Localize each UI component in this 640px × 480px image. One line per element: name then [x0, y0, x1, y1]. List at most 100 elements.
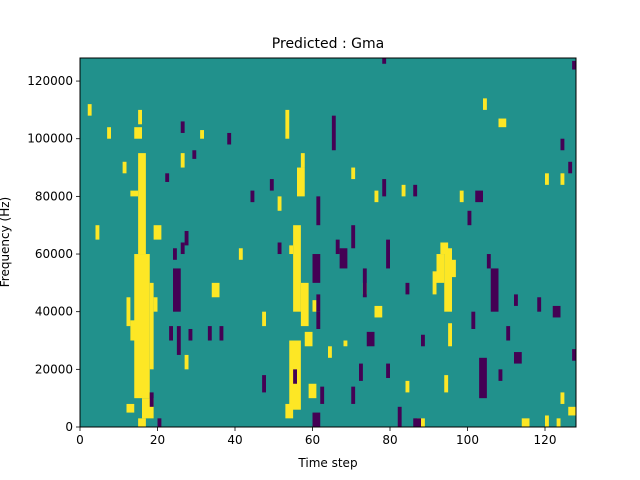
heatmap-cell-high — [142, 398, 154, 419]
heatmap-cell-low — [207, 326, 212, 341]
heatmap-cell-low — [219, 326, 224, 341]
heatmap-cell-low — [157, 418, 162, 427]
heatmap-cell-low — [169, 326, 173, 341]
heatmap-cell-high — [521, 418, 530, 427]
heatmap-cell-low — [475, 190, 483, 203]
heatmap-cell-low — [277, 242, 282, 255]
heatmap-cell-high — [308, 383, 317, 399]
heatmap-cell-low — [405, 282, 410, 295]
heatmap-cell-high — [285, 109, 290, 139]
heatmap-cell-high — [498, 118, 507, 128]
y-tick-label: 80000 — [35, 189, 73, 203]
heatmap-cell-high — [153, 297, 158, 312]
heatmap-cell-low — [537, 297, 542, 312]
heatmap-cell-high — [122, 161, 127, 174]
heatmap-cell-low — [173, 248, 177, 260]
heatmap-cell-low — [184, 230, 189, 246]
heatmap-cell-high — [134, 127, 142, 139]
heatmap-cell-high — [351, 167, 356, 180]
heatmap-cell-high — [126, 297, 131, 327]
heatmap-cell-high — [138, 153, 146, 255]
heatmap-cell-high — [238, 248, 243, 260]
heatmap-cell-high — [405, 380, 410, 393]
x-axis: 0 20 40 60 80 100 120 — [76, 427, 556, 447]
heatmap-cell-high — [200, 130, 204, 139]
heatmap-cell-low — [180, 242, 185, 255]
heatmap-cell-low — [331, 115, 336, 151]
heatmap-cell-low — [413, 418, 421, 427]
heatmap-cell-high — [300, 153, 305, 168]
heatmap-cell-high — [440, 242, 449, 255]
heatmap-cell-low — [506, 326, 511, 341]
x-tick-label: 120 — [534, 433, 557, 447]
heatmap-cell-high — [107, 127, 111, 139]
heatmap-cell-low — [359, 363, 363, 381]
y-tick-label: 20000 — [35, 362, 73, 376]
heatmap-cell-low — [269, 179, 274, 191]
heatmap-cell-high — [304, 331, 313, 347]
heatmap-cell-high — [149, 282, 154, 370]
heatmap-cell-high — [138, 418, 146, 427]
heatmap-cell-high — [545, 173, 549, 185]
x-axis-label: Time step — [297, 456, 357, 470]
y-tick-label: 60000 — [35, 247, 73, 261]
heatmap-cell-high — [211, 282, 220, 298]
heatmap-cell-low — [227, 132, 232, 145]
heatmap-cell-high — [277, 196, 282, 211]
heatmap-cell-low — [320, 386, 325, 404]
heatmap-cell-high — [436, 254, 445, 283]
heatmap-cell-low — [467, 210, 472, 226]
heatmap-cell-low — [176, 326, 181, 355]
heatmap-cells — [87, 58, 576, 427]
heatmap-cell-high — [134, 254, 150, 399]
heatmap-cell-low — [413, 184, 418, 197]
heatmap-cell-low — [514, 294, 518, 306]
heatmap-cell-low — [382, 58, 387, 64]
heatmap-cell-high — [87, 104, 92, 116]
heatmap-cell-high — [459, 190, 464, 203]
heatmap-cell-high — [452, 259, 456, 278]
heatmap-cell-high — [285, 403, 294, 419]
heatmap-cell-high — [444, 375, 449, 393]
heatmap-cell-high — [444, 248, 452, 312]
y-tick-label: 0 — [65, 420, 73, 434]
heatmap-cell-low — [173, 268, 181, 312]
heatmap-cell-low — [262, 375, 266, 393]
heatmap-cell-high — [312, 300, 317, 312]
x-tick-label: 60 — [305, 433, 320, 447]
heatmap-cell-low — [316, 311, 321, 329]
heatmap-cell-low — [335, 239, 340, 255]
heatmap-cell-low — [165, 173, 170, 182]
heatmap-cell-low — [366, 331, 375, 347]
heatmap-cell-high — [126, 403, 135, 413]
x-tick-label: 40 — [227, 433, 242, 447]
x-tick-label: 20 — [150, 433, 165, 447]
chart-title: Predicted : Gma — [272, 36, 384, 52]
heatmap-cell-low — [149, 392, 154, 407]
heatmap-cell-high — [297, 167, 305, 197]
heatmap-cell-low — [572, 60, 576, 70]
heatmap-cell-low — [486, 254, 491, 269]
heatmap-cell-low — [498, 369, 503, 381]
heatmap-cell-high — [300, 282, 309, 327]
x-tick-label: 0 — [76, 433, 84, 447]
heatmap-cell-high — [262, 311, 266, 327]
heatmap-cell-high — [374, 305, 383, 318]
heatmap-background — [80, 58, 576, 427]
heatmap-cell-low — [316, 196, 321, 226]
heatmap-cell-low — [362, 268, 367, 298]
heatmap-cell-high — [432, 271, 437, 295]
heatmap-cell-low — [386, 239, 390, 269]
heatmap-cell-low — [293, 369, 297, 384]
heatmap-cell-high — [401, 184, 406, 197]
heatmap-cell-low — [568, 161, 573, 174]
heatmap-cell-low — [351, 225, 356, 249]
heatmap-cell-high — [560, 173, 565, 185]
heatmap-cell-high — [153, 225, 162, 240]
heatmap-cell-high — [568, 406, 576, 416]
heatmap-cell-low — [180, 121, 185, 133]
heatmap-cell-low — [312, 254, 321, 283]
heatmap-cell-low — [192, 150, 197, 159]
heatmap-cell-high — [545, 415, 549, 427]
